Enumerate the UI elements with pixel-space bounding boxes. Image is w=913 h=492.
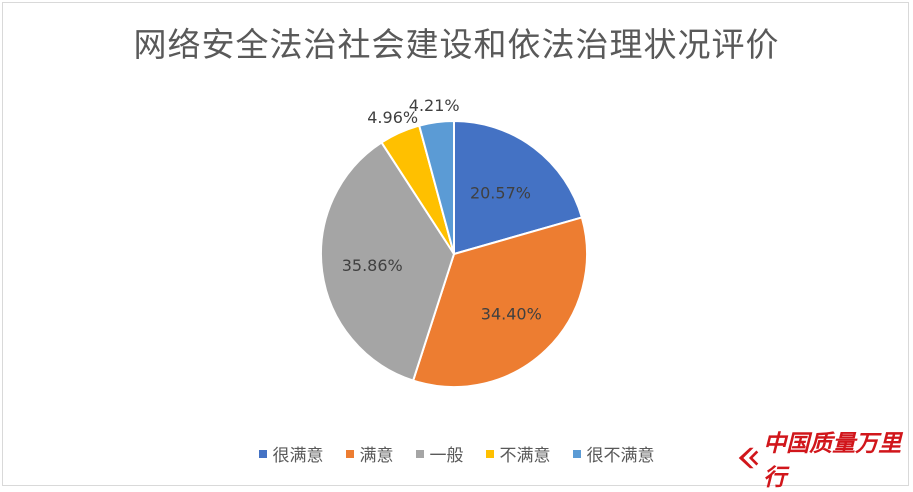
legend-swatch-icon (345, 449, 354, 458)
pie-slices (320, 119, 588, 388)
data-label-neutral: 35.86% (342, 256, 403, 275)
legend-label: 不满意 (499, 446, 551, 466)
watermark-logo: 中国质量万里行 (735, 430, 913, 491)
chart-title: 网络安全法治社会建设和依法治理状况评价 (133, 25, 780, 64)
chart-frame (2, 2, 909, 486)
legend-item-neutral: 一般 (415, 441, 464, 466)
chart-legend: 很满意 满意 一般 不满意 很不满意 (0, 441, 913, 466)
brand-logo-icon (738, 447, 759, 469)
legend-label: 很不满意 (586, 446, 655, 466)
legend-label: 满意 (359, 446, 394, 466)
data-label-satisfied: 34.40% (481, 304, 542, 323)
legend-swatch-icon (485, 449, 494, 458)
pie-slice-satisfied (411, 216, 588, 388)
legend-item-satisfied: 满意 (345, 441, 394, 466)
legend-item-dissatisfied: 不满意 (485, 441, 551, 466)
data-label-very-satisfied: 20.57% (470, 183, 531, 202)
legend-item-very-satisfied: 很满意 (258, 441, 324, 466)
legend-swatch-icon (415, 449, 424, 458)
pie-data-labels: 20.57% 34.40% 35.86% 4.96%4.21% (342, 96, 542, 323)
pie-slice-very-dissatisfied (418, 119, 455, 255)
legend-item-very-dissatisfied: 很不满意 (572, 441, 655, 466)
legend-label: 一般 (429, 446, 464, 466)
data-label-very-dissatisfied: 4.21% (409, 96, 460, 115)
legend-swatch-icon (258, 449, 267, 458)
pie-slice-neutral (320, 141, 456, 382)
pie-slice-very-satisfied (453, 119, 584, 256)
legend-swatch-icon (572, 449, 581, 458)
data-label-dissatisfied: 4.96% (367, 108, 418, 127)
watermark-text: 中国质量万里行 (763, 430, 902, 491)
legend-label: 很满意 (272, 446, 324, 466)
